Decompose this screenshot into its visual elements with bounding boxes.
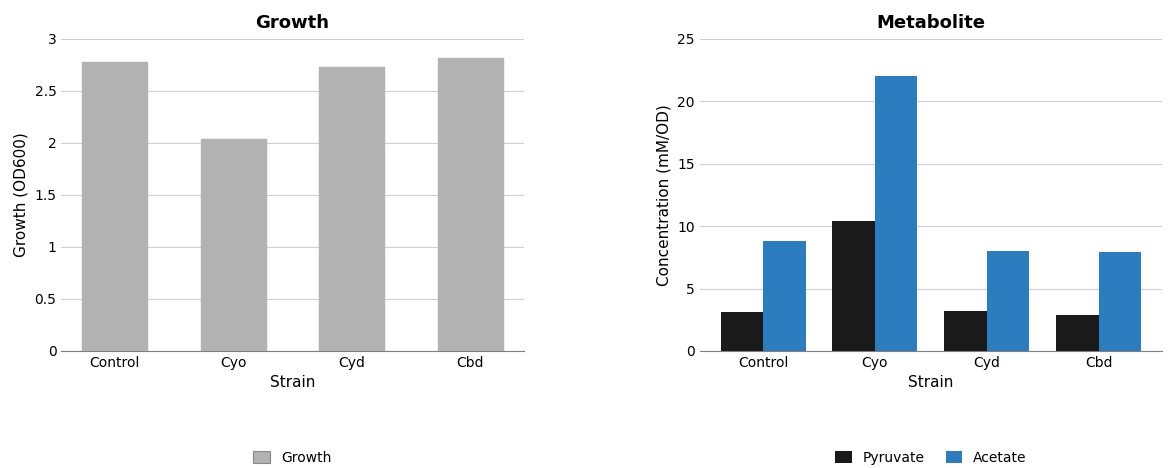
Bar bbox=[1056, 315, 1098, 351]
Bar bbox=[987, 251, 1029, 351]
Bar bbox=[763, 241, 806, 351]
Y-axis label: Concentration (mM/OD): Concentration (mM/OD) bbox=[656, 104, 671, 286]
Y-axis label: Growth (OD600): Growth (OD600) bbox=[14, 132, 29, 257]
Bar bbox=[944, 311, 987, 351]
X-axis label: Strain: Strain bbox=[908, 375, 954, 390]
Bar bbox=[437, 58, 503, 351]
Legend: Growth: Growth bbox=[248, 446, 338, 468]
Bar bbox=[201, 139, 266, 351]
Bar bbox=[721, 312, 763, 351]
Bar bbox=[833, 221, 875, 351]
Legend: Pyruvate, Acetate: Pyruvate, Acetate bbox=[829, 446, 1033, 468]
Bar bbox=[82, 62, 147, 351]
Bar bbox=[319, 67, 385, 351]
Title: Metabolite: Metabolite bbox=[876, 14, 985, 32]
Title: Growth: Growth bbox=[255, 14, 329, 32]
X-axis label: Strain: Strain bbox=[269, 375, 315, 390]
Bar bbox=[875, 76, 917, 351]
Bar bbox=[1098, 252, 1141, 351]
